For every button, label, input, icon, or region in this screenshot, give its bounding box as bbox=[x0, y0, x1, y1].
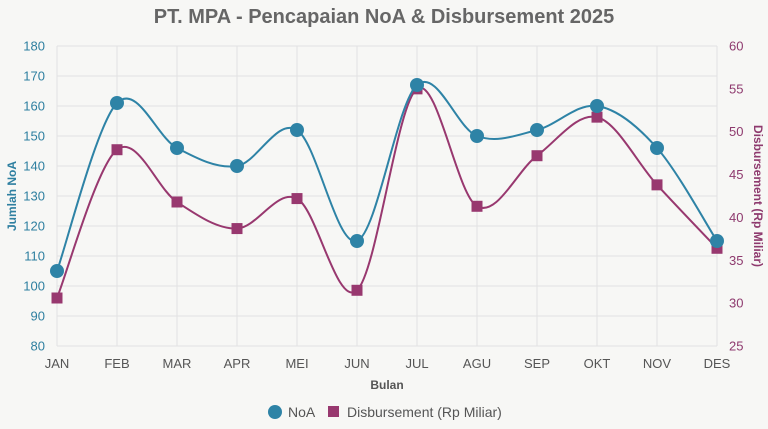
data-point-circle[interactable] bbox=[50, 264, 64, 278]
right-tick-label: 50 bbox=[729, 124, 743, 139]
left-tick-label: 110 bbox=[24, 249, 45, 264]
legend-item-disbursement[interactable]: Disbursement (Rp Miliar) bbox=[328, 404, 502, 420]
data-point-circle[interactable] bbox=[350, 234, 364, 248]
left-axis-title: Jumlah NoA bbox=[5, 161, 19, 231]
left-tick-label: 140 bbox=[23, 159, 45, 174]
right-tick-label: 25 bbox=[729, 339, 743, 354]
x-tick-label: APR bbox=[224, 356, 251, 371]
data-point-circle[interactable] bbox=[710, 234, 724, 248]
right-tick-label: 45 bbox=[729, 167, 743, 182]
left-tick-label: 160 bbox=[23, 99, 45, 114]
data-point-circle[interactable] bbox=[590, 99, 604, 113]
data-point-circle[interactable] bbox=[290, 123, 304, 137]
right-axis-title: Disbursement (Rp Miliar) bbox=[751, 125, 765, 267]
x-tick-label: MEI bbox=[285, 356, 308, 371]
x-tick-label: JAN bbox=[45, 356, 70, 371]
data-point-circle[interactable] bbox=[230, 159, 244, 173]
left-axis-ticks: 80 90 100 110 120 130 140 150 160 170 180 bbox=[23, 39, 45, 354]
data-point-square[interactable] bbox=[111, 144, 123, 156]
left-tick-label: 150 bbox=[23, 129, 45, 144]
series-noa bbox=[50, 78, 724, 278]
right-tick-label: 30 bbox=[729, 296, 743, 311]
data-point-square[interactable] bbox=[351, 284, 363, 296]
data-point-circle[interactable] bbox=[650, 141, 664, 155]
right-tick-label: 55 bbox=[729, 81, 743, 96]
x-tick-label: SEP bbox=[524, 356, 550, 371]
gridlines bbox=[56, 45, 718, 347]
x-tick-label: MAR bbox=[163, 356, 192, 371]
left-tick-label: 90 bbox=[31, 309, 45, 324]
right-tick-label: 60 bbox=[729, 39, 743, 54]
legend-item-noa[interactable]: NoA bbox=[268, 404, 316, 420]
data-point-square[interactable] bbox=[471, 200, 483, 212]
right-tick-label: 40 bbox=[729, 210, 743, 225]
chart-title: PT. MPA - Pencapaian NoA & Disbursement … bbox=[154, 6, 615, 28]
x-tick-label: AGU bbox=[463, 356, 491, 371]
x-tick-label: NOV bbox=[643, 356, 672, 371]
data-point-square[interactable] bbox=[291, 193, 303, 205]
data-point-square[interactable] bbox=[231, 223, 243, 235]
x-tick-label: OKT bbox=[584, 356, 611, 371]
right-tick-label: 35 bbox=[729, 253, 743, 268]
left-tick-label: 80 bbox=[31, 339, 45, 354]
data-point-square[interactable] bbox=[171, 196, 183, 208]
data-point-square[interactable] bbox=[531, 150, 543, 162]
data-point-square[interactable] bbox=[51, 292, 63, 304]
right-axis-ticks: 25 30 35 40 45 50 55 60 bbox=[729, 39, 743, 354]
data-point-circle[interactable] bbox=[470, 129, 484, 143]
legend-circle-icon bbox=[268, 405, 282, 419]
left-tick-label: 170 bbox=[23, 69, 45, 84]
legend: NoA Disbursement (Rp Miliar) bbox=[268, 404, 502, 420]
x-tick-label: JUL bbox=[405, 356, 428, 371]
legend-label: NoA bbox=[288, 404, 316, 420]
data-point-circle[interactable] bbox=[170, 141, 184, 155]
left-tick-label: 130 bbox=[23, 189, 45, 204]
legend-label: Disbursement (Rp Miliar) bbox=[347, 404, 502, 420]
left-tick-label: 120 bbox=[23, 219, 45, 234]
x-tick-label: JUN bbox=[344, 356, 369, 371]
series-layer bbox=[50, 78, 724, 304]
x-tick-label: DES bbox=[704, 356, 731, 371]
left-tick-label: 100 bbox=[23, 279, 45, 294]
data-point-circle[interactable] bbox=[110, 96, 124, 110]
x-axis-title: Bulan bbox=[370, 378, 403, 392]
legend-square-icon bbox=[328, 406, 339, 417]
data-point-circle[interactable] bbox=[530, 123, 544, 137]
data-point-square[interactable] bbox=[711, 242, 723, 254]
data-point-square[interactable] bbox=[591, 111, 603, 123]
data-point-circle[interactable] bbox=[410, 78, 424, 92]
data-point-square[interactable] bbox=[651, 179, 663, 191]
left-tick-label: 180 bbox=[23, 39, 45, 54]
x-axis-ticks: JAN FEB MAR APR MEI JUN JUL AGU SEP OKT NOV DES bbox=[45, 356, 731, 371]
x-tick-label: FEB bbox=[104, 356, 129, 371]
series-line bbox=[56, 86, 718, 299]
